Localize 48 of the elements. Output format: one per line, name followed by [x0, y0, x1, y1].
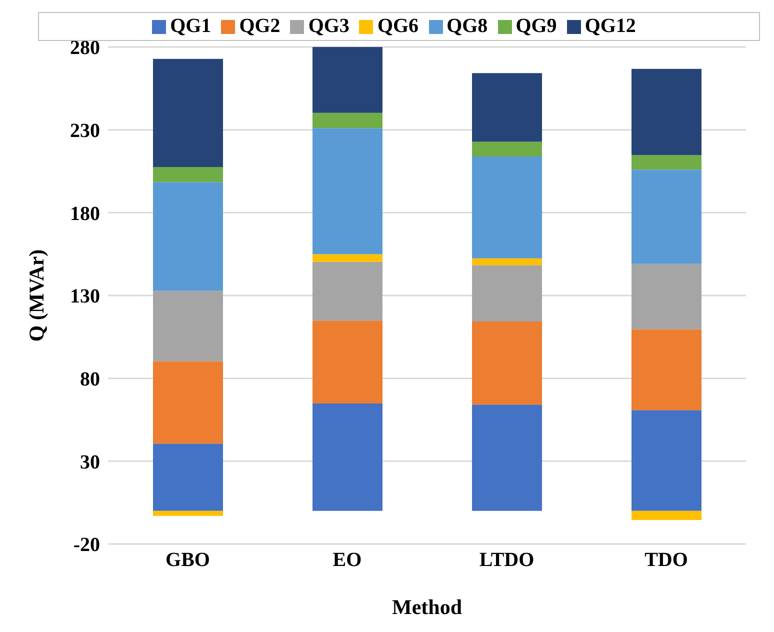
bar — [153, 444, 223, 511]
y-tick-label: -20 — [73, 534, 100, 556]
bar — [632, 155, 702, 170]
bar — [153, 58, 223, 167]
x-tick-label: GBO — [166, 549, 210, 572]
x-tick-label: TDO — [644, 549, 688, 572]
bar — [632, 410, 702, 511]
bar — [312, 47, 382, 113]
y-tick-label: 230 — [70, 120, 100, 142]
bar — [472, 142, 542, 157]
bar — [472, 258, 542, 266]
legend-label: QG1 — [170, 15, 212, 37]
bar — [312, 254, 382, 262]
bar — [153, 290, 223, 362]
y-tick-label: 80 — [80, 368, 100, 390]
x-tick-label: LTDO — [479, 549, 534, 572]
legend-label: QG2 — [239, 15, 280, 37]
bar — [472, 73, 542, 142]
legend-label: QG12 — [584, 15, 636, 37]
bar — [472, 404, 542, 511]
y-tick-label: 130 — [70, 286, 100, 308]
bar — [312, 128, 382, 254]
bar — [153, 182, 223, 291]
y-tick-label: 30 — [80, 451, 100, 474]
legend-label: QG9 — [516, 15, 557, 37]
x-axis-title: Method — [392, 595, 462, 619]
bar — [153, 166, 223, 182]
bar — [312, 404, 382, 511]
bar — [632, 510, 702, 520]
bar — [153, 510, 223, 516]
y-axis-title: Q (MVAr) — [24, 249, 48, 342]
legend-label: QG6 — [377, 15, 419, 37]
y-tick-label: 180 — [70, 202, 100, 225]
bar — [632, 329, 702, 410]
bar — [312, 262, 382, 321]
legend-label: QG3 — [308, 15, 350, 37]
bar — [632, 68, 702, 156]
bar — [312, 112, 382, 128]
y-tick-label: 280 — [70, 37, 100, 60]
bar — [632, 170, 702, 264]
bar — [472, 156, 542, 258]
legend-label: QG8 — [446, 15, 488, 37]
bar — [472, 265, 542, 322]
bar — [312, 320, 382, 404]
x-tick-label: EO — [332, 549, 362, 572]
bar — [472, 322, 542, 405]
bar — [632, 264, 702, 330]
bar — [153, 361, 223, 444]
